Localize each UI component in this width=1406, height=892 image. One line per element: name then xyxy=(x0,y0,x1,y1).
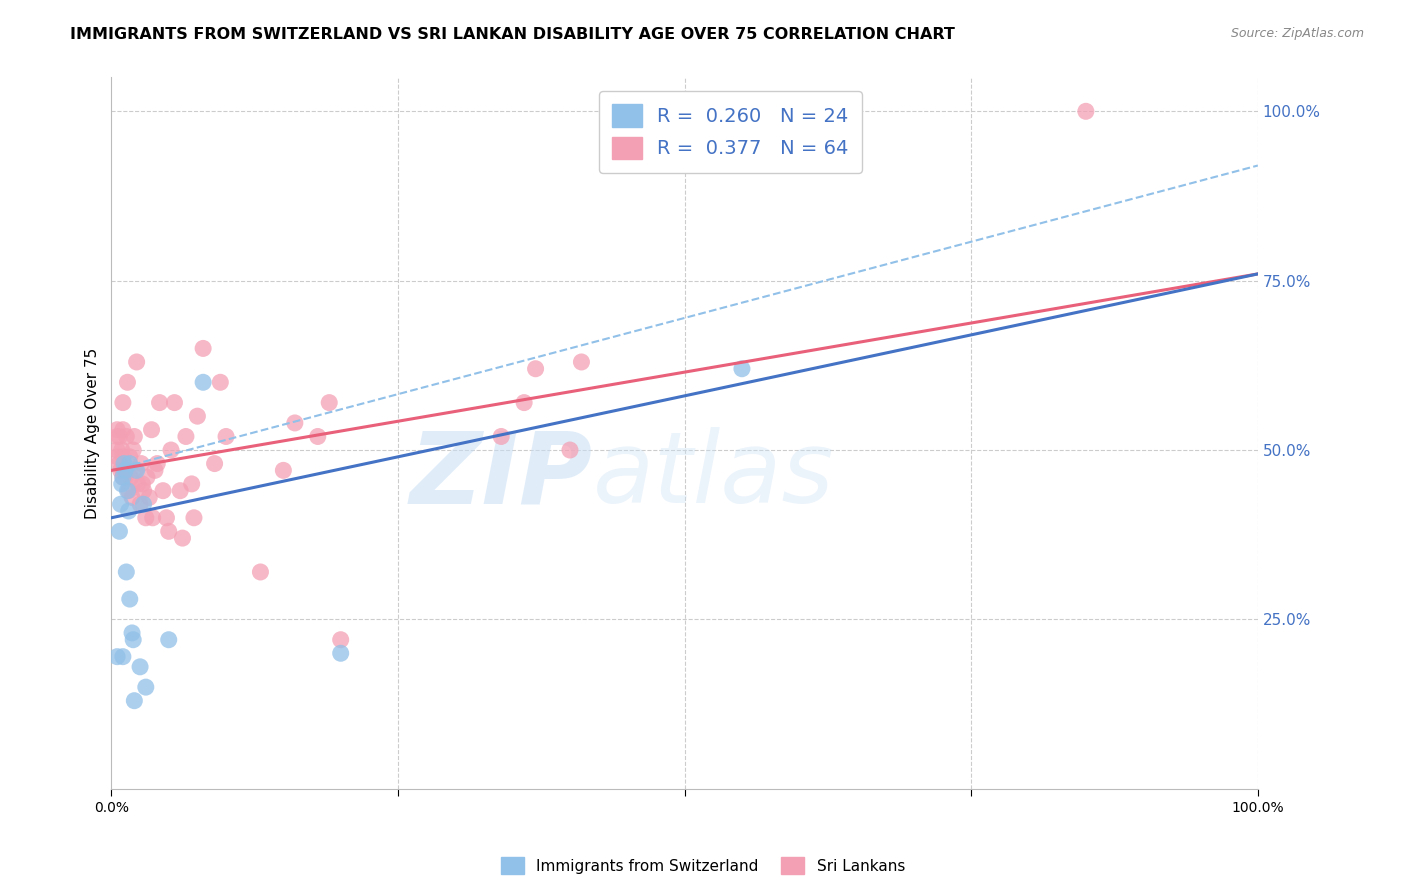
Point xyxy=(142,510,165,524)
Point xyxy=(111,649,134,664)
Point xyxy=(129,457,152,471)
Point xyxy=(111,470,134,484)
Point xyxy=(105,423,128,437)
Text: ZIP: ZIP xyxy=(411,427,593,524)
Point xyxy=(105,443,128,458)
Point xyxy=(118,592,141,607)
Point xyxy=(114,463,136,477)
Point xyxy=(215,429,238,443)
Point xyxy=(307,429,329,443)
Point xyxy=(114,470,136,484)
Legend: R =  0.260   N = 24, R =  0.377   N = 64: R = 0.260 N = 24, R = 0.377 N = 64 xyxy=(599,91,862,172)
Point xyxy=(112,457,135,471)
Point xyxy=(117,376,139,390)
Point xyxy=(122,443,145,458)
Point xyxy=(571,355,593,369)
Point xyxy=(132,483,155,498)
Point xyxy=(111,423,134,437)
Point xyxy=(124,463,146,477)
Point xyxy=(329,646,352,660)
Point xyxy=(513,395,536,409)
Point xyxy=(284,416,307,430)
Point xyxy=(111,463,134,477)
Point xyxy=(318,395,340,409)
Point xyxy=(204,457,226,471)
Point xyxy=(191,342,214,356)
Point xyxy=(157,524,180,539)
Point xyxy=(129,660,152,674)
Point xyxy=(183,510,205,524)
Point xyxy=(105,649,128,664)
Point xyxy=(163,395,186,409)
Point xyxy=(174,429,197,443)
Point xyxy=(111,470,134,484)
Point xyxy=(111,476,134,491)
Point xyxy=(169,483,191,498)
Point xyxy=(143,463,166,477)
Point xyxy=(111,450,134,464)
Point xyxy=(111,395,134,409)
Point xyxy=(132,497,155,511)
Point xyxy=(111,443,134,458)
Point xyxy=(118,450,141,464)
Point xyxy=(146,457,169,471)
Point xyxy=(138,491,160,505)
Point xyxy=(115,565,138,579)
Point xyxy=(105,429,128,443)
Text: Source: ZipAtlas.com: Source: ZipAtlas.com xyxy=(1230,27,1364,40)
Point xyxy=(127,476,149,491)
Point xyxy=(136,470,159,484)
Point xyxy=(120,470,142,484)
Point xyxy=(125,355,148,369)
Point xyxy=(329,632,352,647)
Point xyxy=(558,443,581,458)
Point xyxy=(157,632,180,647)
Point xyxy=(121,491,143,505)
Point xyxy=(172,531,194,545)
Text: IMMIGRANTS FROM SWITZERLAND VS SRI LANKAN DISABILITY AGE OVER 75 CORRELATION CHA: IMMIGRANTS FROM SWITZERLAND VS SRI LANKA… xyxy=(70,27,955,42)
Point xyxy=(117,504,139,518)
Point xyxy=(186,409,208,424)
Point xyxy=(209,376,232,390)
Point xyxy=(117,483,139,498)
Point xyxy=(1074,104,1097,119)
Y-axis label: Disability Age Over 75: Disability Age Over 75 xyxy=(86,348,100,519)
Point xyxy=(121,626,143,640)
Point xyxy=(110,497,132,511)
Point xyxy=(489,429,512,443)
Point xyxy=(105,450,128,464)
Point xyxy=(129,497,152,511)
Point xyxy=(180,476,202,491)
Point xyxy=(135,680,157,694)
Point xyxy=(108,429,131,443)
Point xyxy=(115,429,138,443)
Point xyxy=(155,510,177,524)
Point xyxy=(125,463,148,477)
Point xyxy=(108,524,131,539)
Text: atlas: atlas xyxy=(593,427,835,524)
Point xyxy=(191,376,214,390)
Point xyxy=(117,483,139,498)
Point xyxy=(135,510,157,524)
Point xyxy=(160,443,183,458)
Point xyxy=(524,361,547,376)
Point xyxy=(108,457,131,471)
Point xyxy=(110,463,132,477)
Point xyxy=(152,483,174,498)
Point xyxy=(141,423,163,437)
Point xyxy=(124,694,146,708)
Point xyxy=(118,457,141,471)
Point xyxy=(731,361,754,376)
Point xyxy=(249,565,271,579)
Point xyxy=(148,395,170,409)
Point xyxy=(131,476,153,491)
Legend: Immigrants from Switzerland, Sri Lankans: Immigrants from Switzerland, Sri Lankans xyxy=(495,851,911,880)
Point xyxy=(124,429,146,443)
Point xyxy=(273,463,295,477)
Point xyxy=(122,632,145,647)
